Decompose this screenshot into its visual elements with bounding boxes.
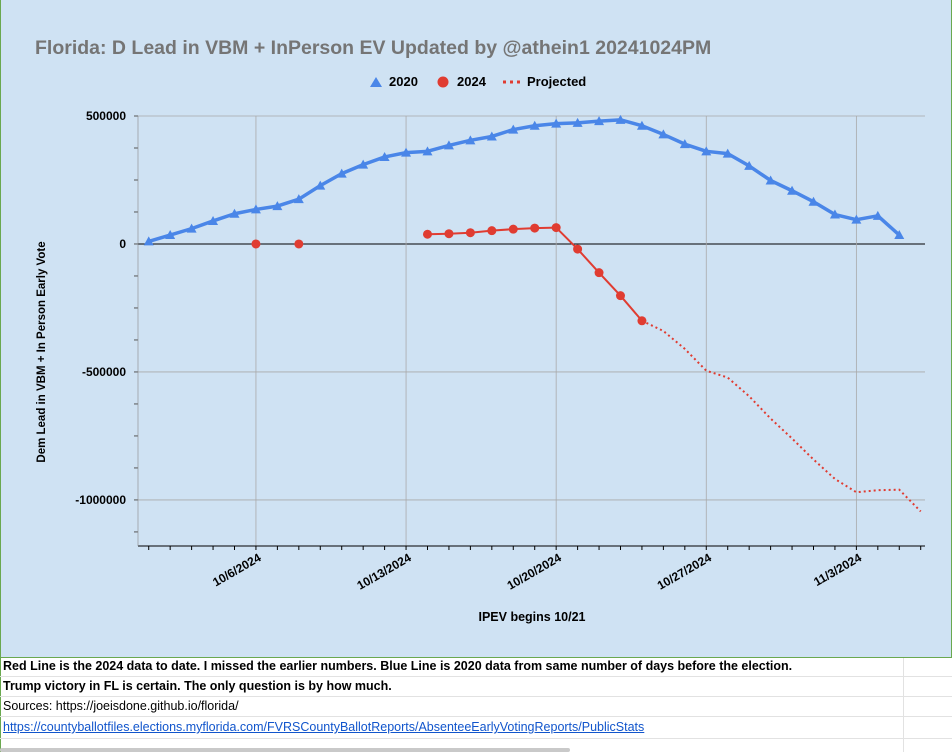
series-2024-point [422,229,432,239]
series-2024-point [637,316,647,326]
x-tick-label: 11/3/2024 [811,550,864,589]
series-2020-point [829,209,840,219]
series-2020-point [744,160,755,170]
note-line-1: Red Line is the 2024 data to date. I mis… [3,659,793,673]
legend-2020-label: 2020 [389,74,418,89]
note-row-1[interactable]: Red Line is the 2024 data to date. I mis… [0,658,952,677]
series-2024-point [465,228,475,238]
source-link[interactable]: https://countyballotfiles.elections.myfl… [3,720,645,734]
y-tick-label: 0 [119,237,126,251]
series-2020-point [186,223,197,233]
series-2020-point [486,131,497,141]
series-2024-point [615,291,625,301]
series-2024-point [294,239,304,249]
series-2024-point [487,226,497,236]
series-2020-point [615,114,626,124]
series-2020-point [208,215,219,225]
series-2020-point [143,236,154,246]
series-2024-point [573,244,583,254]
chart-panel[interactable]: Florida: D Lead in VBM + InPerson EV Upd… [0,0,952,658]
x-tick-label: 10/6/2024 [210,550,264,589]
series-2020-point [722,148,733,158]
horizontal-scrollbar[interactable] [0,748,570,752]
legend-2024-label: 2024 [457,74,487,89]
series-2020-point [851,214,862,224]
series-2020-point [229,208,240,218]
series-2020-line [148,118,901,244]
series-2024-point [508,224,518,234]
series-2020-point [594,116,605,126]
series-2020-point [765,175,776,185]
series-2020-point [872,210,883,220]
series-2020-point [465,135,476,145]
series-2020-point [808,196,819,206]
series-2020-point [272,201,283,211]
chart-title: Florida: D Lead in VBM + InPerson EV Upd… [35,37,711,59]
series-2020-point [551,118,562,128]
x-tick-label: 10/13/2024 [355,550,414,592]
y-tick-label: -1000000 [75,493,126,507]
sheet-column-divider [903,658,904,752]
series-2020-point [894,230,905,240]
legend: 2020 2024 Projected [370,74,586,89]
series-2020-point [336,168,347,178]
series-2020-point [529,120,540,130]
x-axis-label: IPEV begins 10/21 [479,610,586,624]
series-2024-point [444,229,454,239]
series-2020-point [293,194,304,204]
series-projected-line [641,319,922,513]
note-row-3[interactable]: Sources: https://joeisdone.github.io/flo… [0,697,952,717]
x-tick-label: 10/27/2024 [655,550,714,592]
legend-2020-marker [370,77,382,87]
series-2020-point [572,117,583,127]
series-2020-point [679,139,690,149]
series-2020-point [379,151,390,161]
series-2020-point [443,140,454,150]
series-2024-line [427,226,643,322]
line-chart: Florida: D Lead in VBM + InPerson EV Upd… [35,37,925,624]
x-tick-label: 10/20/2024 [505,550,564,592]
series-2020-point [508,124,519,134]
series-2024-point [251,239,261,249]
series-2020-point [250,204,261,214]
sheet-left-gridline [0,0,1,752]
note-sources: Sources: https://joeisdone.github.io/flo… [3,699,239,713]
note-line-2: Trump victory in FL is certain. The only… [3,679,392,693]
legend-projected-label: Projected [527,74,586,89]
y-tick-label: -500000 [82,365,126,379]
series-2020-point [315,180,326,190]
series-2024-point [530,223,540,233]
y-axis-label: Dem Lead in VBM + In Person Early Vote [36,241,48,462]
note-row-2[interactable]: Trump victory in FL is certain. The only… [0,677,952,697]
series-2020-point [636,120,647,130]
legend-2024-marker [437,76,449,88]
series-2024-point [551,223,561,233]
note-row-4[interactable]: https://countyballotfiles.elections.myfl… [0,717,952,739]
series-2020-point [658,129,669,139]
series-2020-point [358,159,369,169]
series-2020-point [401,147,412,157]
series-2020-point [787,185,798,195]
series-2024-point [594,268,604,278]
series-2020-point [422,146,433,156]
plot-area: 500000 0 -500000 -1000000 10/6/2024 10/13/202… [75,109,925,593]
series-2020-point [701,146,712,156]
series-2020-point [165,230,176,240]
y-tick-label: 500000 [86,109,126,123]
